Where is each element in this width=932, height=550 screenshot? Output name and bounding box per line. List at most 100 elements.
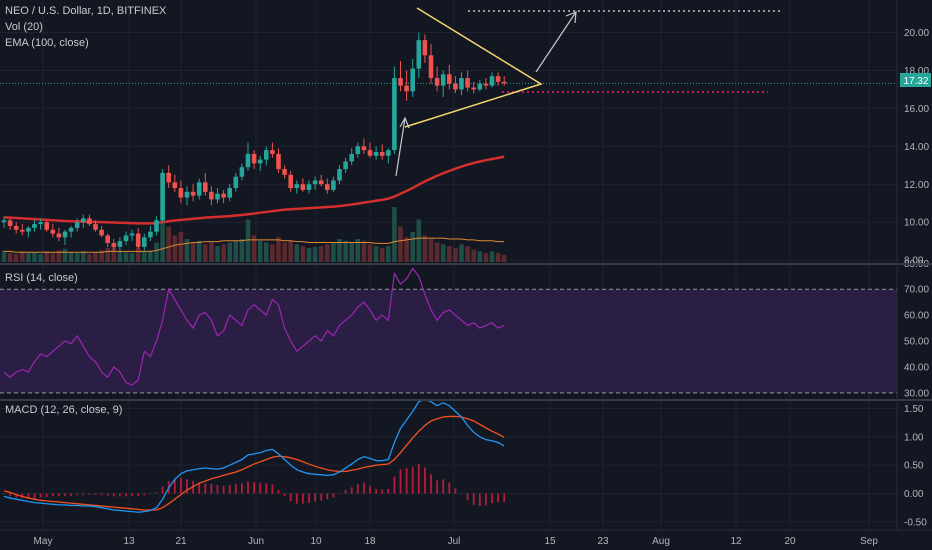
- candle-body: [44, 222, 49, 230]
- macd-histogram-bar: [228, 485, 231, 494]
- drawing-layer[interactable]: [395, 7, 780, 177]
- candle-body: [373, 152, 379, 156]
- candle-body: [471, 87, 476, 90]
- volume-bar: [13, 254, 19, 262]
- volume-bar: [105, 247, 110, 262]
- rsi-axis-label: 50.00: [904, 337, 929, 348]
- volume-bar: [111, 246, 117, 262]
- candle-body: [99, 229, 104, 236]
- rsi-axis-label: 40.00: [904, 362, 929, 373]
- candle-body: [386, 150, 391, 156]
- candle-body: [123, 235, 129, 242]
- candle-body: [172, 182, 178, 189]
- time-axis-label: May: [34, 536, 53, 547]
- macd-histogram-bar: [277, 490, 280, 494]
- volume-bar: [318, 246, 324, 262]
- pane-separators[interactable]: [0, 0, 932, 531]
- macd-histogram-bar: [106, 493, 109, 496]
- volume-bar: [349, 242, 354, 262]
- macd-title[interactable]: MACD (12, 26, close, 9): [5, 404, 123, 416]
- candle-body: [178, 188, 184, 198]
- candle-body: [379, 152, 385, 156]
- candle-body: [190, 191, 196, 196]
- volume-bar: [282, 242, 287, 262]
- candle-body: [105, 235, 110, 244]
- macd-histogram-bar: [436, 480, 438, 494]
- candles[interactable]: [1, 32, 507, 513]
- candle-body: [74, 222, 80, 228]
- macd-histogram-bar: [64, 493, 66, 496]
- candle-body: [196, 182, 202, 196]
- macd-histogram-bar: [387, 488, 390, 494]
- volume-bar: [74, 253, 80, 262]
- candle-body: [13, 225, 19, 230]
- volume-bar: [276, 237, 281, 262]
- volume-bar: [26, 253, 31, 262]
- candle-body: [410, 68, 415, 92]
- price-axis[interactable]: May 13 21 Jun 10 18 Jul 15 23 Aug 12 20 Sep 8.00 10.00…: [34, 28, 930, 547]
- macd-histogram-bar: [131, 493, 133, 497]
- macd-histogram-bar: [247, 481, 249, 494]
- candle-body: [62, 231, 68, 238]
- macd-histogram-bar: [332, 493, 335, 498]
- volume-bar: [373, 246, 379, 262]
- time-axis-label: 20: [784, 536, 796, 547]
- volume-bar: [465, 246, 470, 262]
- macd-axis-label: 0.50: [904, 461, 924, 472]
- macd-histogram-bar: [283, 493, 286, 497]
- macd-axis-label: -0.50: [904, 517, 927, 528]
- candle-body: [312, 180, 318, 185]
- candle-body: [465, 78, 470, 88]
- ema-legend[interactable]: EMA (100, close): [5, 37, 89, 49]
- candle-body: [495, 76, 501, 82]
- price-axis-label: 10.00: [904, 218, 929, 229]
- price-axis-label: 8.00: [904, 256, 924, 267]
- macd-histogram-bar: [466, 493, 469, 501]
- last-price-badge-bg: [900, 73, 931, 87]
- candle-body: [300, 184, 306, 190]
- candle-body: [337, 169, 342, 181]
- rsi-title[interactable]: RSI (14, close): [5, 272, 78, 284]
- volume-bar: [257, 240, 263, 262]
- macd-histogram-bar: [58, 493, 60, 497]
- macd-histogram-bar: [82, 493, 85, 496]
- macd-histogram-bar: [173, 478, 176, 494]
- macd-histogram-bar: [27, 493, 30, 499]
- volume-bar: [325, 244, 330, 262]
- volume-bar: [361, 240, 367, 262]
- candle-body: [1, 220, 7, 223]
- volume-bar: [93, 252, 98, 262]
- volume-bar: [489, 251, 495, 262]
- macd-histogram-bar: [15, 493, 18, 498]
- candle-body: [367, 150, 373, 156]
- candle-body: [87, 218, 92, 225]
- macd-histogram-bar: [289, 493, 292, 501]
- volume-bar: [233, 240, 239, 262]
- volume-bar: [398, 226, 403, 262]
- volume-bar: [172, 235, 178, 262]
- volume-bar: [50, 253, 56, 262]
- candle-body: [489, 76, 495, 86]
- price-axis-label: 18.00: [904, 66, 929, 77]
- volume-bar: [142, 251, 147, 262]
- candle-body: [306, 184, 312, 190]
- symbol-title[interactable]: NEO / U.S. Dollar, 1D, BITFINEX: [5, 5, 167, 17]
- volume-bar: [245, 219, 251, 262]
- volume-bar: [447, 246, 452, 262]
- macd-histogram-bar: [180, 477, 182, 494]
- price-axis-label: 12.00: [904, 180, 929, 191]
- volume-bar: [471, 249, 476, 262]
- candle-body: [361, 146, 367, 151]
- candle-body: [318, 180, 324, 185]
- macd-histogram-bar: [125, 493, 127, 497]
- macd-histogram-bar: [454, 488, 457, 494]
- candle-body: [20, 229, 25, 232]
- macd-legend[interactable]: MACD (12, 26, close, 9): [5, 402, 122, 418]
- volume-legend[interactable]: Vol (20): [5, 21, 43, 33]
- rsi-legend[interactable]: RSI (14, close): [5, 270, 78, 286]
- macd-signal-line: [3, 415, 505, 511]
- volume-bar: [379, 247, 385, 262]
- candle-body: [209, 191, 214, 200]
- volume-bar: [428, 238, 434, 262]
